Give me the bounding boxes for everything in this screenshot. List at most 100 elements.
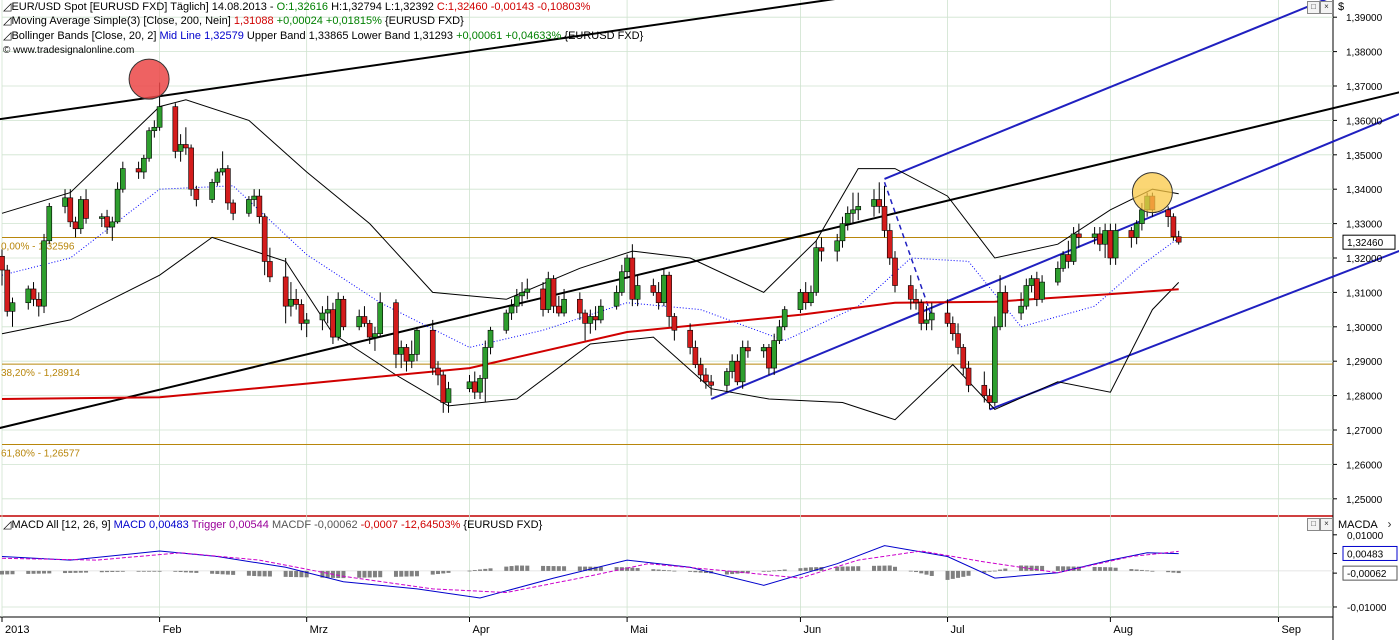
macd-histogram-bar: [583, 566, 588, 571]
macd-histogram-bar: [430, 570, 435, 575]
candle-body: [30, 288, 37, 300]
macd-histogram-bar: [1061, 566, 1066, 571]
candle-body: [83, 199, 89, 219]
symbol-label: EUR/USD Spot [EURUSD FXD]: [11, 1, 168, 13]
macd-histogram-bar: [446, 570, 451, 573]
bollinger-symbol: {EURUSD FXD}: [564, 30, 644, 42]
candle-body: [135, 168, 142, 173]
candle-body: [414, 329, 420, 355]
bollinger-lower: Lower Band 1,31293: [351, 30, 454, 42]
macd-header-line: ◿MACD All [12, 26, 9] MACD 0,00483 Trigg…: [3, 518, 542, 532]
macd-histogram-bar: [288, 570, 293, 577]
collapse-icon[interactable]: ◿: [3, 1, 12, 13]
macd-histogram-bar: [1055, 566, 1060, 571]
macd-histogram-bar: [325, 570, 330, 578]
candle-body: [745, 347, 751, 352]
price-tick-label: 1,34000: [1346, 185, 1383, 196]
macd-histogram-bar: [520, 565, 525, 571]
candle-body: [598, 305, 604, 321]
candle-body: [146, 130, 152, 159]
macd-histogram-bar: [1139, 569, 1144, 571]
macd-histogram-bar: [1145, 570, 1150, 572]
maximize-macd-pane-icon[interactable]: □: [1307, 518, 1320, 531]
macd-histogram-bar: [698, 570, 703, 573]
candle-body: [923, 319, 930, 324]
macd-histogram-bar: [998, 569, 1003, 571]
macd-histogram-bar: [26, 570, 31, 574]
candle-body: [1107, 230, 1114, 259]
candle-body: [592, 316, 599, 321]
month-label: Jul: [951, 624, 965, 636]
candle-body: [72, 221, 79, 230]
macd-histogram-bar: [1103, 567, 1108, 571]
candle-body: [67, 197, 74, 223]
indicator-icon[interactable]: ◿: [3, 15, 12, 27]
macd-histogram-bar: [215, 570, 220, 575]
candle-body: [634, 285, 641, 300]
sma200-line: [1, 288, 1179, 400]
dropdown-chevron-icon[interactable]: ›: [1387, 517, 1392, 531]
candle-body: [156, 106, 163, 128]
candle-body: [766, 347, 772, 369]
price-tick-label: 1,26000: [1346, 460, 1383, 471]
candle-body: [114, 188, 121, 223]
candle-body: [1018, 305, 1024, 314]
candle-body: [214, 171, 221, 183]
macd-histogram-bar: [551, 566, 556, 571]
candle-body: [808, 292, 814, 304]
candle-body: [697, 364, 704, 376]
macd-histogram-bar: [730, 570, 735, 575]
candle-body: [1097, 233, 1103, 245]
macd-histogram-bar: [614, 567, 619, 571]
candle-body: [471, 381, 478, 393]
ma-label: Moving Average Simple(3) [Close, 200, Ne…: [11, 15, 231, 27]
macd-histogram-bar: [672, 570, 677, 572]
candle-body: [482, 347, 489, 379]
macd-histogram-bar: [257, 570, 262, 577]
macd-histogram-bar: [877, 565, 882, 571]
period-label: Täglich] 14.08.2013: [170, 1, 267, 13]
indicator-icon[interactable]: ◿: [3, 30, 12, 42]
candle-body: [1175, 236, 1182, 243]
macd-histogram-bar: [808, 567, 813, 571]
candle-body: [1170, 216, 1177, 237]
maximize-pane-icon[interactable]: □: [1307, 1, 1320, 14]
candle-body: [99, 216, 105, 219]
macd-histogram-bar: [724, 570, 729, 575]
macd-histogram-bar: [5, 570, 10, 575]
price-tick-label: 1,33000: [1346, 220, 1383, 231]
macd-histogram-bar: [509, 566, 514, 571]
macd-histogram-bar: [1076, 566, 1081, 571]
candle-body: [776, 326, 783, 341]
close-macd-pane-icon[interactable]: ×: [1320, 518, 1333, 531]
candle-body: [429, 329, 436, 369]
macd-histogram-bar: [42, 570, 47, 574]
macd-histogram-bar: [919, 570, 924, 574]
macd-histogram-bar: [908, 570, 913, 572]
macd-histogram-bar: [283, 570, 288, 577]
ma-value: 1,31088: [233, 15, 274, 27]
candle-body: [918, 302, 925, 324]
candle-body: [4, 269, 11, 312]
macd-histogram-bar: [362, 570, 367, 578]
candle-body: [802, 292, 809, 304]
candle-body: [1139, 209, 1145, 224]
macd-change-pct: -12,64503%: [401, 519, 461, 531]
close-pane-icon[interactable]: ×: [1320, 1, 1333, 14]
macd-histogram-bar: [47, 570, 52, 574]
fib-level-label: 61,80% - 1,26577: [1, 449, 80, 460]
macd-histogram-bar: [1040, 565, 1045, 571]
macd-histogram-bar: [803, 567, 808, 571]
macd-histogram-bar: [115, 570, 120, 572]
candle-body: [666, 274, 672, 317]
watermark: © www.tradesignalonline.com: [3, 44, 134, 58]
candle-body: [77, 199, 84, 230]
candle-body: [356, 316, 363, 328]
indicator-icon[interactable]: ◿: [3, 519, 12, 531]
macd-histogram-bar: [225, 570, 230, 575]
macd-histogram-bar: [246, 570, 251, 576]
macd-histogram-bar: [68, 570, 73, 573]
macd-histogram-bar: [656, 569, 661, 571]
candle-body: [393, 302, 399, 355]
price-tick-label: 1,28000: [1346, 392, 1383, 403]
